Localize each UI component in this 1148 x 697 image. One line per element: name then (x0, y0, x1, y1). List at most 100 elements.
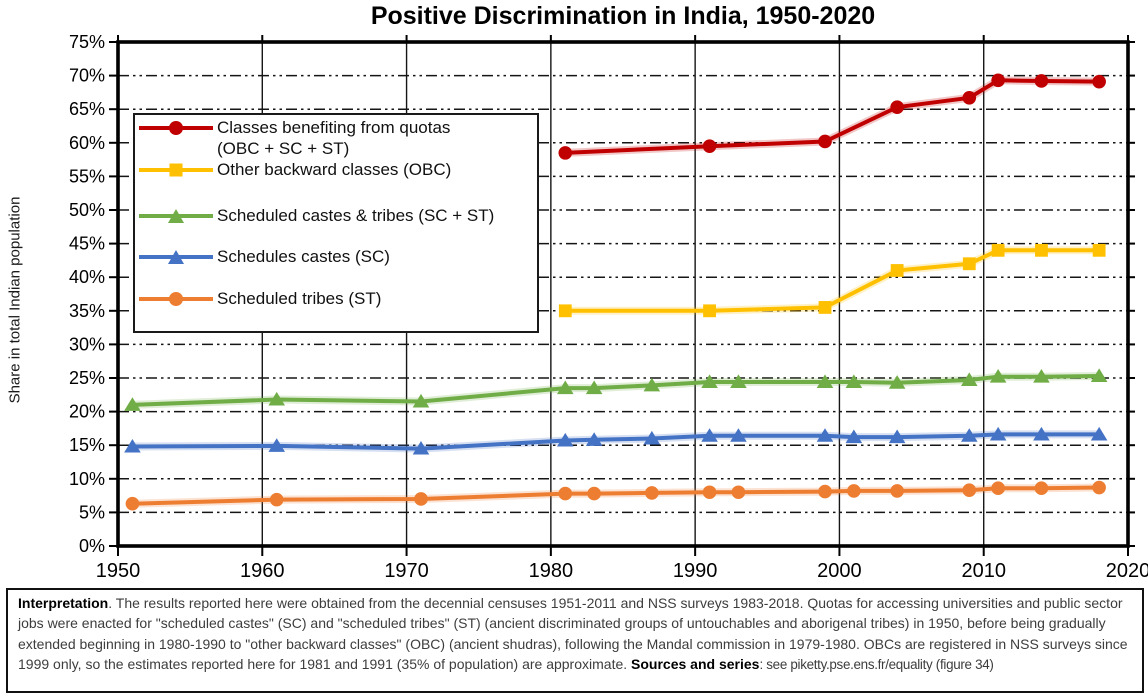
x-tick-label: 1970 (384, 560, 429, 582)
marker-sc (412, 440, 430, 455)
marker-sc (643, 430, 661, 445)
plot-border (116, 40, 1130, 548)
marker-sc-st (412, 393, 430, 408)
marker-sc-st (845, 374, 863, 389)
marker-sc-st (701, 374, 718, 389)
legend-label-sc: Schedules castes (SC) (217, 247, 390, 266)
y-tick-label: 45% (69, 234, 105, 254)
series-line-obc (565, 248, 1100, 313)
marker-st (890, 484, 904, 498)
marker-st (962, 483, 977, 498)
marker-sc (556, 432, 574, 447)
marker-sc (845, 429, 863, 444)
plot-svg: 0% 5% 10% 15% 20% 25% 30% 35% 40% 45% 50% 55% 60% 65%… (69, 32, 1148, 582)
legend-item-sc: Schedules castes (SC) (139, 246, 535, 268)
legend-item-sc-st: Scheduled castes & tribes (SC + ST) (139, 205, 535, 227)
marker-st (125, 496, 140, 511)
marker-sc (816, 428, 834, 442)
marker-sc (1090, 426, 1108, 441)
marker-quota-classes-total (991, 73, 1005, 88)
marker-sc (989, 426, 1007, 441)
marker-sc (1033, 426, 1050, 441)
x-tick-label: 1980 (529, 560, 574, 582)
marker-st (587, 486, 601, 501)
marker-obc (703, 304, 716, 318)
marker-sc-st (730, 374, 747, 389)
legend-item-st: Scheduled tribes (ST) (139, 288, 535, 310)
marker-obc (890, 264, 904, 277)
marker-quota-classes-total (702, 139, 717, 153)
legend-item-obc: Other backward classes (OBC) (139, 159, 535, 181)
footnote-box: Interpretation. The results reported her… (6, 588, 1144, 693)
marker-st (847, 484, 861, 498)
legend-label-st: Scheduled tribes (ST) (217, 289, 382, 308)
x-tick-label: 1950 (96, 560, 141, 582)
legend-item-quota-classes-total: Classes benefiting from quotas (OBC + SC… (139, 117, 535, 159)
marker-sc (701, 428, 718, 442)
sources-text: : see piketty.pse.ens.fr/equality (figur… (759, 656, 994, 672)
marker-obc (558, 304, 572, 318)
marker-sc (888, 429, 906, 444)
marker-sc (268, 438, 286, 452)
marker-st (702, 485, 717, 500)
marker-sc-st (268, 391, 286, 406)
y-tick-label: 70% (69, 66, 105, 86)
marker-quota-classes-total (962, 90, 977, 105)
square-marker-icon (139, 159, 213, 181)
x-tick-label: 1960 (240, 560, 285, 582)
marker-sc-st (585, 380, 603, 395)
marker-st (645, 486, 659, 500)
y-tick-label: 60% (69, 133, 105, 153)
circle-marker-icon (139, 117, 213, 139)
marker-sc-st (989, 369, 1007, 383)
x-tick-label: 2000 (817, 560, 862, 582)
sources-label: Sources and series (631, 655, 760, 672)
y-tick-label: 40% (69, 267, 105, 287)
legend-label-obc: Other backward classes (OBC) (217, 160, 452, 179)
x-tick-label: 2010 (961, 560, 1006, 582)
triangle-marker-icon (139, 246, 213, 268)
marker-sc-st (960, 372, 978, 387)
marker-sc (960, 428, 978, 442)
y-tick-label: 10% (69, 469, 105, 489)
marker-sc-st (1033, 369, 1050, 383)
chart-title: Positive Discrimination in India, 1950-2… (370, 2, 876, 30)
marker-sc-st (124, 397, 141, 411)
marker-sc (585, 432, 603, 446)
series-glow-quota-classes-total (565, 76, 1100, 157)
interpretation-text: . The results reported here were obtaine… (18, 595, 1128, 672)
y-tick-label: 30% (69, 334, 105, 354)
marker-quota-classes-total (1092, 74, 1106, 89)
y-tick-label: 50% (69, 200, 105, 220)
marker-sc-st (1090, 368, 1108, 382)
y-tick-label: 25% (69, 368, 105, 388)
y-tick-label: 5% (79, 502, 105, 522)
x-tick-label: 2020 (1106, 560, 1148, 582)
legend-box: Classes benefiting from quotas (OBC + SC… (133, 113, 539, 333)
y-tick-label: 65% (69, 99, 105, 119)
marker-sc (124, 438, 141, 453)
y-tick-label: 55% (69, 166, 105, 186)
marker-obc (1035, 243, 1048, 257)
y-tick-label: 20% (69, 402, 105, 422)
marker-obc (1092, 243, 1106, 257)
marker-sc-st (888, 375, 906, 389)
interpretation-label: Interpretation (18, 595, 109, 611)
marker-sc (730, 428, 747, 442)
marker-sc-st (643, 377, 661, 392)
triangle-marker-icon (139, 205, 213, 227)
marker-obc (962, 257, 976, 271)
marker-st (731, 485, 746, 500)
marker-sc-st (556, 380, 574, 395)
marker-st (269, 492, 284, 507)
circle-marker-icon (139, 288, 213, 310)
y-tick-label: 75% (69, 32, 105, 52)
y-tick-label: 35% (69, 301, 105, 321)
legend-label-sc-st: Scheduled castes & tribes (SC + ST) (217, 206, 495, 225)
marker-quota-classes-total (558, 146, 573, 160)
legend-label-quota-classes-total: Classes benefiting from quotas (OBC + SC… (217, 118, 451, 158)
marker-quota-classes-total (1034, 74, 1049, 88)
marker-st (818, 484, 832, 499)
marker-st (1092, 480, 1106, 495)
